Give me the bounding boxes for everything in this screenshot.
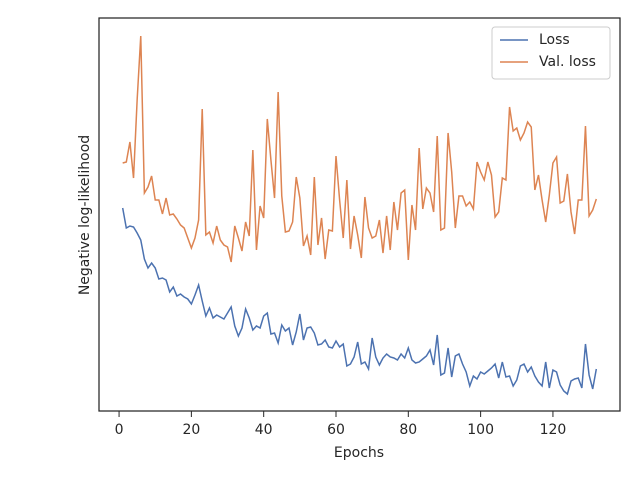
x-tick-label: 0 bbox=[115, 422, 124, 438]
x-axis-label: Epochs bbox=[334, 445, 384, 461]
x-tick-label: 60 bbox=[327, 422, 345, 438]
axes-frame bbox=[98, 17, 621, 412]
line-series bbox=[122, 35, 598, 263]
x-tick-label: 20 bbox=[182, 422, 200, 438]
x-tick-label: 80 bbox=[399, 422, 417, 438]
y-axis-label: Negative log-likelihood bbox=[77, 135, 93, 295]
x-tick-label: 40 bbox=[255, 422, 273, 438]
line-series bbox=[121, 207, 598, 396]
legend-label: Val. loss bbox=[539, 54, 596, 70]
x-tick-label: 100 bbox=[467, 422, 494, 438]
legend-label: Loss bbox=[539, 32, 570, 48]
x-tick-label: 120 bbox=[540, 422, 567, 438]
